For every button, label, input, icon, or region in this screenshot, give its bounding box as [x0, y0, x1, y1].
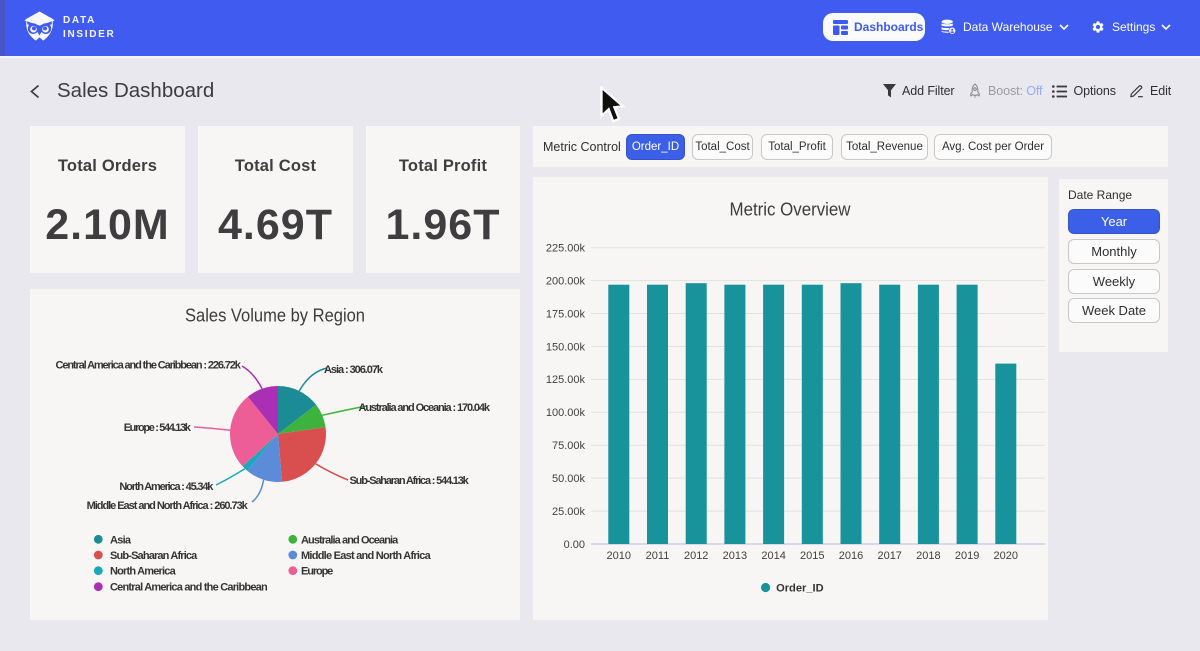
svg-text:Middle East and North Africa: Middle East and North Africa — [301, 550, 432, 562]
svg-text:Metric Overview: Metric Overview — [730, 200, 852, 220]
svg-text:North America : 45.34k: North America : 45.34k — [119, 481, 214, 493]
svg-text:2019: 2019 — [955, 550, 979, 562]
svg-text:2013: 2013 — [723, 550, 747, 562]
svg-text:175.00k: 175.00k — [546, 308, 586, 320]
svg-text:25.00k: 25.00k — [552, 506, 586, 518]
svg-text:Australia and Oceania: Australia and Oceania — [301, 534, 399, 546]
svg-text:2014: 2014 — [761, 550, 785, 562]
svg-text:Central America and the Caribb: Central America and the Caribbean : 226.… — [56, 360, 242, 372]
svg-text:2011: 2011 — [646, 550, 670, 562]
svg-text:2016: 2016 — [839, 550, 863, 562]
svg-text:0.00: 0.00 — [564, 539, 585, 551]
svg-text:2020: 2020 — [994, 550, 1018, 562]
svg-text:Asia : 306.07k: Asia : 306.07k — [324, 364, 384, 376]
svg-text:100.00k: 100.00k — [546, 407, 586, 419]
svg-text:2018: 2018 — [916, 550, 940, 562]
svg-text:Middle East and North Africa :: Middle East and North Africa : 260.73k — [87, 500, 249, 512]
svg-text:Sub-Saharan Africa : 544.13k: Sub-Saharan Africa : 544.13k — [350, 475, 470, 487]
svg-text:150.00k: 150.00k — [546, 341, 586, 353]
svg-text:200.00k: 200.00k — [546, 275, 586, 287]
svg-text:Order_ID: Order_ID — [776, 583, 824, 595]
svg-text:Asia: Asia — [110, 534, 132, 546]
svg-text:Europe : 544.13k: Europe : 544.13k — [124, 422, 192, 434]
svg-text:2012: 2012 — [684, 550, 708, 562]
svg-text:Europe: Europe — [301, 566, 333, 578]
svg-text:North America: North America — [110, 566, 177, 578]
svg-text:Sub-Saharan Africa: Sub-Saharan Africa — [110, 550, 198, 562]
svg-text:Australia and Oceania : 170.04: Australia and Oceania : 170.04k — [359, 402, 491, 414]
svg-text:2015: 2015 — [800, 550, 824, 562]
svg-text:75.00k: 75.00k — [552, 440, 586, 452]
svg-text:Sales Volume by Region: Sales Volume by Region — [185, 306, 365, 326]
svg-text:2010: 2010 — [607, 550, 631, 562]
svg-text:125.00k: 125.00k — [546, 374, 586, 386]
svg-text:225.00k: 225.00k — [546, 243, 586, 255]
svg-text:50.00k: 50.00k — [552, 473, 586, 485]
svg-text:Central America and the Caribb: Central America and the Caribbean — [110, 582, 268, 594]
svg-text:2017: 2017 — [877, 550, 901, 562]
